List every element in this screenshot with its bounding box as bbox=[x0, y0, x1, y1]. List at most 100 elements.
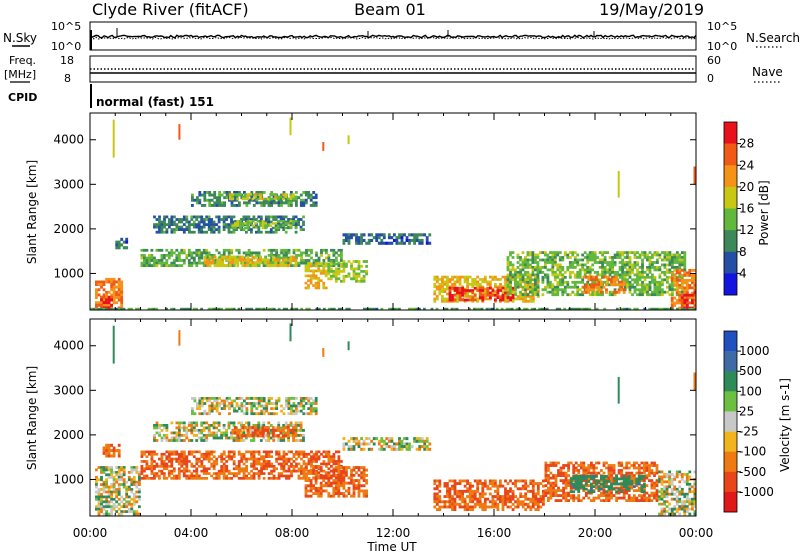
echo-cell bbox=[172, 261, 176, 265]
echo-cell bbox=[300, 259, 303, 262]
echo-cell bbox=[536, 275, 540, 279]
echo-cell bbox=[631, 263, 634, 267]
echo-cell bbox=[177, 256, 181, 260]
echo-cell bbox=[102, 471, 106, 474]
echo-cell bbox=[250, 218, 253, 221]
echo-cell bbox=[309, 489, 313, 493]
echo-cell bbox=[345, 262, 348, 266]
echo-cell bbox=[473, 294, 477, 297]
echo-cell bbox=[215, 409, 219, 413]
echo-cell bbox=[433, 297, 437, 301]
echo-cell bbox=[661, 280, 664, 284]
echo-cell bbox=[302, 436, 305, 440]
echo-cell bbox=[215, 402, 219, 405]
echo-cell bbox=[504, 280, 507, 284]
echo-cell bbox=[107, 473, 111, 477]
echo-cell bbox=[433, 283, 437, 286]
echo-cell bbox=[466, 292, 469, 296]
echo-cell bbox=[519, 258, 522, 262]
echo-cell bbox=[274, 193, 278, 196]
echo-cell bbox=[272, 230, 276, 234]
cpid-label: CPID bbox=[8, 91, 37, 104]
echo-cell bbox=[167, 452, 171, 456]
echo-cell bbox=[225, 460, 229, 463]
echo-cell bbox=[215, 196, 219, 200]
echo-cell bbox=[198, 402, 202, 405]
echo-cell bbox=[190, 465, 194, 468]
echo-cell bbox=[463, 287, 467, 291]
echo-cell bbox=[433, 275, 437, 279]
echo-cell bbox=[611, 256, 614, 259]
echo-cell bbox=[568, 251, 572, 254]
echo-cell bbox=[267, 215, 271, 219]
echo-cell bbox=[591, 256, 595, 259]
echo-cell bbox=[277, 228, 281, 231]
echo-cell bbox=[269, 429, 273, 432]
echo-cell bbox=[365, 241, 368, 245]
echo-cell bbox=[197, 436, 201, 440]
colorbar-label: 16 bbox=[739, 202, 754, 216]
echo-cell bbox=[244, 426, 247, 430]
echo-cell bbox=[187, 264, 191, 267]
echo-cell bbox=[586, 271, 590, 274]
echo-cell bbox=[193, 399, 197, 403]
echo-cell bbox=[287, 474, 291, 478]
echo-cell bbox=[433, 500, 437, 504]
echo-cell bbox=[342, 484, 346, 488]
echo-cell bbox=[683, 253, 687, 257]
echo-cell bbox=[262, 455, 266, 458]
echo-cell bbox=[524, 297, 528, 301]
echo-cell bbox=[117, 488, 121, 491]
echo-cell bbox=[203, 191, 207, 194]
echo-cell bbox=[150, 248, 154, 252]
echo-cell bbox=[340, 279, 343, 283]
echo-cell bbox=[656, 293, 659, 297]
echo-cell bbox=[125, 502, 129, 506]
echo-cell bbox=[668, 263, 672, 267]
echo-cell bbox=[285, 457, 288, 461]
echo-cell bbox=[566, 266, 570, 269]
echo-cell bbox=[350, 481, 353, 485]
echo-cell bbox=[250, 407, 254, 410]
echo-cell bbox=[150, 469, 154, 473]
echo-cell bbox=[504, 278, 507, 281]
echo-cell bbox=[621, 275, 624, 279]
echo-cell bbox=[546, 285, 550, 289]
echo-cell bbox=[297, 421, 300, 425]
echo-cell bbox=[145, 460, 149, 463]
echo-cell bbox=[438, 484, 442, 488]
echo-cell bbox=[683, 261, 687, 264]
echo-cell bbox=[501, 294, 505, 297]
echo-cell bbox=[160, 220, 164, 224]
echo-cell bbox=[602, 285, 606, 289]
echo-cell bbox=[611, 293, 614, 297]
echo-cell bbox=[675, 269, 679, 272]
echo-cell bbox=[242, 424, 246, 427]
echo-cell bbox=[279, 223, 283, 226]
echo-cell bbox=[653, 253, 657, 257]
echo-cell bbox=[375, 307, 379, 311]
echo-cell bbox=[120, 468, 124, 472]
echo-cell bbox=[586, 268, 590, 272]
echo-cell bbox=[556, 285, 560, 289]
echo-cell bbox=[252, 467, 256, 471]
echo-cell bbox=[120, 283, 124, 286]
echo-cell bbox=[153, 426, 156, 430]
echo-cell bbox=[330, 474, 333, 478]
echo-cell bbox=[504, 291, 507, 295]
echo-cell bbox=[200, 465, 204, 468]
echo-cell bbox=[198, 399, 202, 403]
echo-cell bbox=[274, 228, 278, 231]
echo-cell bbox=[566, 285, 570, 289]
echo-cell bbox=[187, 223, 191, 226]
echo-cell bbox=[200, 460, 204, 463]
echo-cell bbox=[208, 412, 212, 416]
echo-cell bbox=[678, 275, 682, 279]
echo-cell bbox=[222, 251, 226, 255]
echo-cell bbox=[252, 204, 256, 207]
echo-cell bbox=[688, 307, 692, 311]
echo-cell bbox=[228, 258, 232, 262]
echo-cell bbox=[536, 268, 540, 272]
echo-cell bbox=[125, 237, 129, 241]
echo-cell bbox=[192, 465, 196, 468]
